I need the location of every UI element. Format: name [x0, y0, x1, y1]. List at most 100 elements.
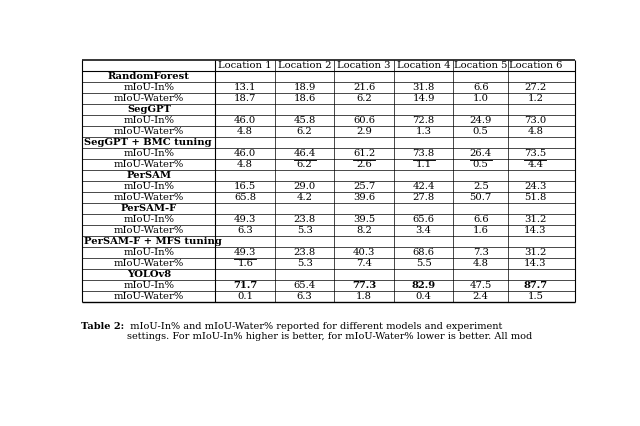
Text: 24.9: 24.9 [470, 116, 492, 125]
Text: mIoU-Water%: mIoU-Water% [114, 259, 184, 268]
Text: 77.3: 77.3 [352, 281, 376, 290]
Text: 6.2: 6.2 [297, 160, 312, 169]
Text: mIoU-In%: mIoU-In% [124, 215, 175, 224]
Text: mIoU-In%: mIoU-In% [124, 281, 175, 290]
Text: SegGPT + BMC tuning: SegGPT + BMC tuning [84, 138, 212, 147]
Text: 4.8: 4.8 [237, 160, 253, 169]
Text: 16.5: 16.5 [234, 182, 256, 191]
Text: mIoU-In% and mIoU-Water% reported for different models and experiment
settings. : mIoU-In% and mIoU-Water% reported for di… [127, 322, 532, 341]
Text: 4.2: 4.2 [297, 193, 313, 202]
Text: 13.1: 13.1 [234, 83, 257, 92]
Text: Location 3: Location 3 [337, 61, 391, 70]
Text: mIoU-Water%: mIoU-Water% [114, 226, 184, 235]
Text: Location 2: Location 2 [278, 61, 332, 70]
Text: Location 4: Location 4 [397, 61, 451, 70]
Text: YOLOv8: YOLOv8 [127, 270, 171, 279]
Text: mIoU-Water%: mIoU-Water% [114, 127, 184, 136]
Text: mIoU-Water%: mIoU-Water% [114, 94, 184, 103]
Text: 2.5: 2.5 [473, 182, 489, 191]
Text: 3.4: 3.4 [416, 226, 432, 235]
Text: 2.9: 2.9 [356, 127, 372, 136]
Text: 4.4: 4.4 [527, 160, 543, 169]
Text: 1.6: 1.6 [237, 259, 253, 268]
Text: 27.2: 27.2 [524, 83, 547, 92]
Text: 65.6: 65.6 [413, 215, 435, 224]
Text: 6.3: 6.3 [297, 292, 312, 301]
Text: 2.6: 2.6 [356, 160, 372, 169]
Text: 7.3: 7.3 [473, 248, 489, 257]
Text: 14.3: 14.3 [524, 226, 547, 235]
Text: 21.6: 21.6 [353, 83, 375, 92]
Text: 5.3: 5.3 [297, 259, 312, 268]
Text: 0.5: 0.5 [473, 160, 489, 169]
Text: 1.2: 1.2 [527, 94, 543, 103]
Text: 31.8: 31.8 [413, 83, 435, 92]
Text: RandomForest: RandomForest [108, 72, 190, 81]
Text: mIoU-Water%: mIoU-Water% [114, 160, 184, 169]
Text: 73.0: 73.0 [524, 116, 547, 125]
Text: mIoU-Water%: mIoU-Water% [114, 292, 184, 301]
Text: 14.9: 14.9 [412, 94, 435, 103]
Text: 27.8: 27.8 [413, 193, 435, 202]
Text: 31.2: 31.2 [524, 215, 547, 224]
Text: PerSAM-F + MFS tuning: PerSAM-F + MFS tuning [84, 237, 222, 246]
Text: 0.1: 0.1 [237, 292, 253, 301]
Text: 6.2: 6.2 [297, 127, 312, 136]
Text: 6.3: 6.3 [237, 226, 253, 235]
Text: Location 1: Location 1 [218, 61, 272, 70]
Text: 31.2: 31.2 [524, 248, 547, 257]
Text: Location 6: Location 6 [509, 61, 562, 70]
Text: 4.8: 4.8 [237, 127, 253, 136]
Text: mIoU-Water%: mIoU-Water% [114, 193, 184, 202]
Text: 0.4: 0.4 [416, 292, 432, 301]
Text: 65.4: 65.4 [294, 281, 316, 290]
Text: 65.8: 65.8 [234, 193, 256, 202]
Text: 68.6: 68.6 [413, 248, 435, 257]
Text: 40.3: 40.3 [353, 248, 376, 257]
Text: 1.6: 1.6 [473, 226, 489, 235]
Text: 82.9: 82.9 [412, 281, 436, 290]
Text: 14.3: 14.3 [524, 259, 547, 268]
Text: 1.8: 1.8 [356, 292, 372, 301]
Text: 23.8: 23.8 [294, 215, 316, 224]
Text: 18.7: 18.7 [234, 94, 257, 103]
Text: mIoU-In%: mIoU-In% [124, 116, 175, 125]
Text: 8.2: 8.2 [356, 226, 372, 235]
Text: 73.5: 73.5 [524, 149, 547, 158]
Text: mIoU-In%: mIoU-In% [124, 248, 175, 257]
Text: 25.7: 25.7 [353, 182, 375, 191]
Text: 46.4: 46.4 [294, 149, 316, 158]
Text: PerSAM-F: PerSAM-F [121, 204, 177, 213]
Text: 61.2: 61.2 [353, 149, 375, 158]
Text: 1.0: 1.0 [473, 94, 489, 103]
Text: 23.8: 23.8 [294, 248, 316, 257]
Text: 50.7: 50.7 [470, 193, 492, 202]
Text: Location 5: Location 5 [454, 61, 508, 70]
Text: 4.8: 4.8 [527, 127, 543, 136]
Text: mIoU-In%: mIoU-In% [124, 149, 175, 158]
Text: 2.4: 2.4 [473, 292, 489, 301]
Text: 26.4: 26.4 [470, 149, 492, 158]
Text: 18.9: 18.9 [294, 83, 316, 92]
Text: PerSAM: PerSAM [127, 171, 172, 180]
Text: mIoU-In%: mIoU-In% [124, 83, 175, 92]
Text: 6.6: 6.6 [473, 83, 488, 92]
Text: 1.5: 1.5 [527, 292, 543, 301]
Text: SegGPT: SegGPT [127, 105, 171, 114]
Text: 5.5: 5.5 [416, 259, 431, 268]
Text: 73.8: 73.8 [413, 149, 435, 158]
Text: 71.7: 71.7 [233, 281, 257, 290]
Text: 39.6: 39.6 [353, 193, 375, 202]
Text: 0.5: 0.5 [473, 127, 489, 136]
Text: 49.3: 49.3 [234, 248, 257, 257]
Text: 7.4: 7.4 [356, 259, 372, 268]
Text: 4.8: 4.8 [473, 259, 489, 268]
Text: 45.8: 45.8 [294, 116, 316, 125]
Text: 6.6: 6.6 [473, 215, 488, 224]
Text: mIoU-In%: mIoU-In% [124, 182, 175, 191]
Text: 60.6: 60.6 [353, 116, 375, 125]
Text: 18.6: 18.6 [294, 94, 316, 103]
Text: 24.3: 24.3 [524, 182, 547, 191]
Text: 87.7: 87.7 [524, 281, 547, 290]
Text: Table 2:: Table 2: [81, 322, 124, 331]
